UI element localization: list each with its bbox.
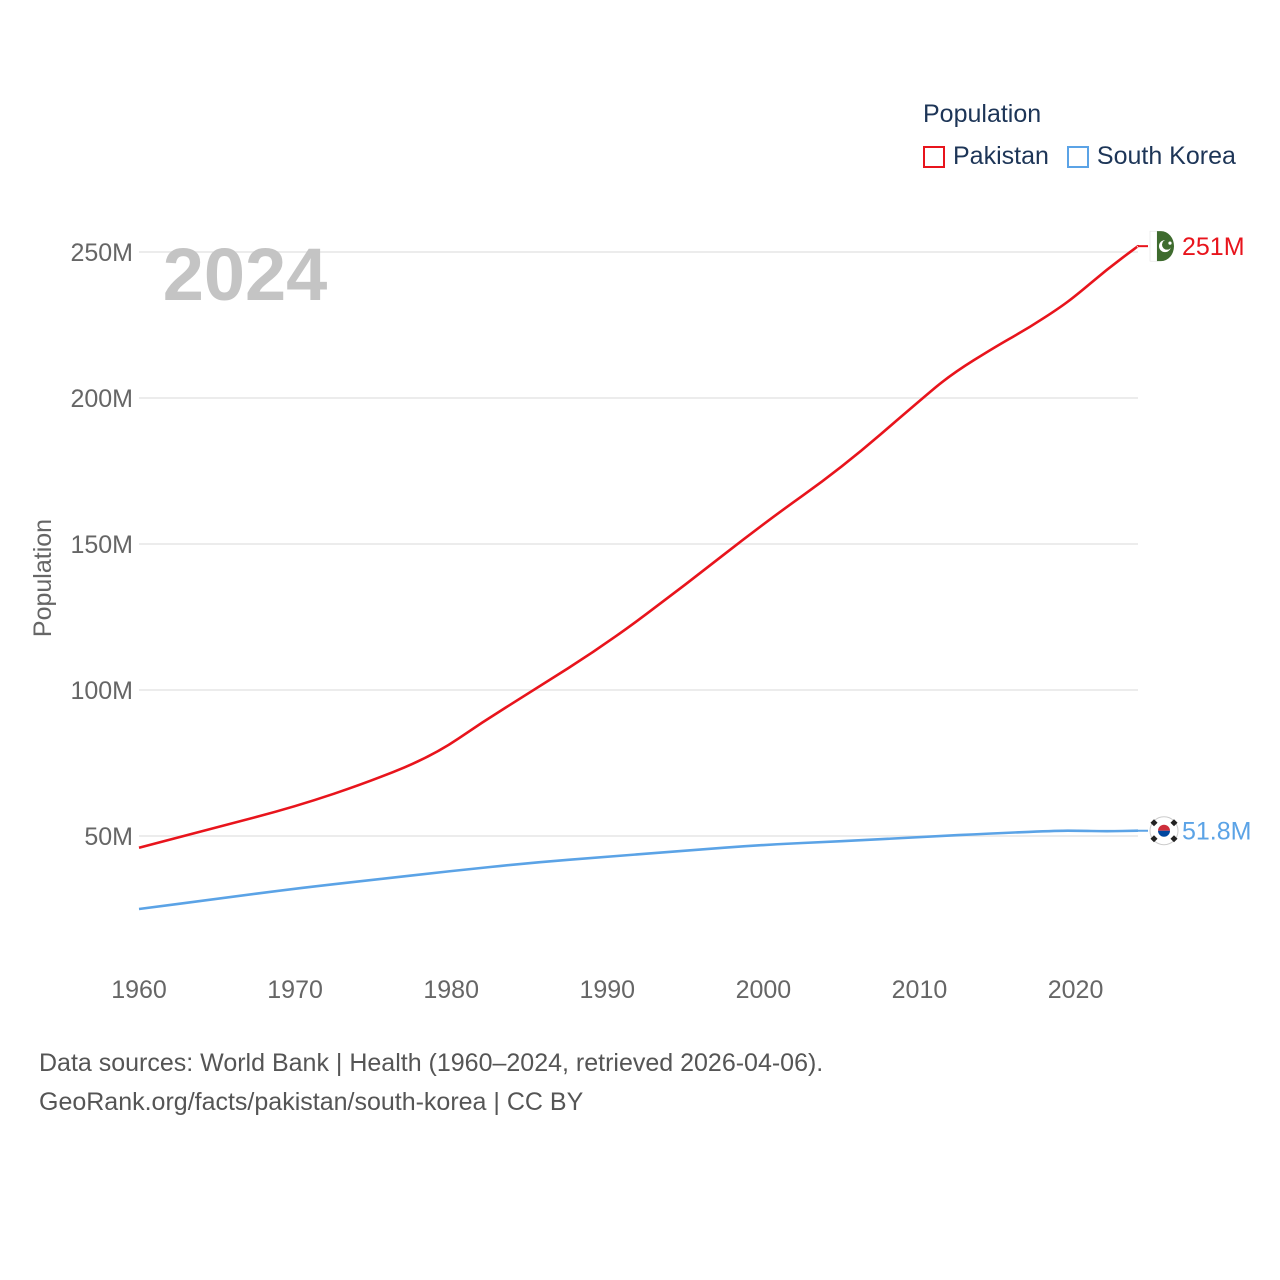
x-tick-label: 2020: [1048, 976, 1104, 1004]
legend-title: Population: [923, 100, 1042, 128]
series-line-pakistan: [138, 244, 1140, 849]
x-tick-label: 1960: [111, 976, 167, 1004]
x-tick-label: 1990: [579, 976, 635, 1004]
series-line-south-korea: [138, 829, 1139, 911]
y-tick-label: 250M: [70, 239, 133, 267]
legend-label-south-korea: South Korea: [1096, 142, 1236, 170]
legend-swatch-pakistan: [923, 145, 945, 168]
source-line-1: Data sources: World Bank | Health (1960–…: [39, 1049, 824, 1077]
source-line-2[interactable]: GeoRank.org/facts/pakistan/south-korea |…: [39, 1088, 584, 1116]
end-markers: 251M 51.8M: [1138, 230, 1251, 846]
end-value-label-pakistan: 251M: [1182, 233, 1245, 261]
legend-item-pakistan[interactable]: Pakistan: [923, 142, 1049, 171]
y-tick-label: 50M: [84, 823, 133, 851]
legend: Pakistan South Korea: [923, 142, 1254, 171]
y-tick-label: 150M: [70, 531, 133, 559]
series-lines: [138, 244, 1140, 911]
y-axis-ticks: 50M 100M 150M 200M 250M: [70, 239, 133, 851]
legend-label-pakistan: Pakistan: [953, 142, 1049, 170]
legend-item-south-korea[interactable]: South Korea: [1066, 142, 1236, 171]
x-axis-ticks: 1960 1970 1980 1990 2000 2010 2020: [111, 976, 1103, 1004]
y-tick-label: 100M: [70, 677, 133, 705]
y-axis-label: Population: [29, 519, 57, 637]
legend-swatch-south-korea: [1066, 145, 1089, 168]
x-tick-label: 2010: [892, 976, 948, 1004]
end-value-label-south-korea: 51.8M: [1182, 818, 1251, 846]
x-tick-label: 1970: [267, 976, 323, 1004]
year-watermark: 2024: [163, 233, 328, 316]
x-tick-label: 1980: [423, 976, 479, 1004]
x-tick-label: 2000: [736, 976, 792, 1004]
source-note: Data sources: World Bank | Health (1960–…: [39, 1044, 823, 1122]
pakistan-flag-icon: [1149, 230, 1174, 262]
gridlines: [139, 251, 1138, 837]
south-korea-flag-icon: [1149, 816, 1179, 846]
y-tick-label: 200M: [70, 385, 133, 413]
